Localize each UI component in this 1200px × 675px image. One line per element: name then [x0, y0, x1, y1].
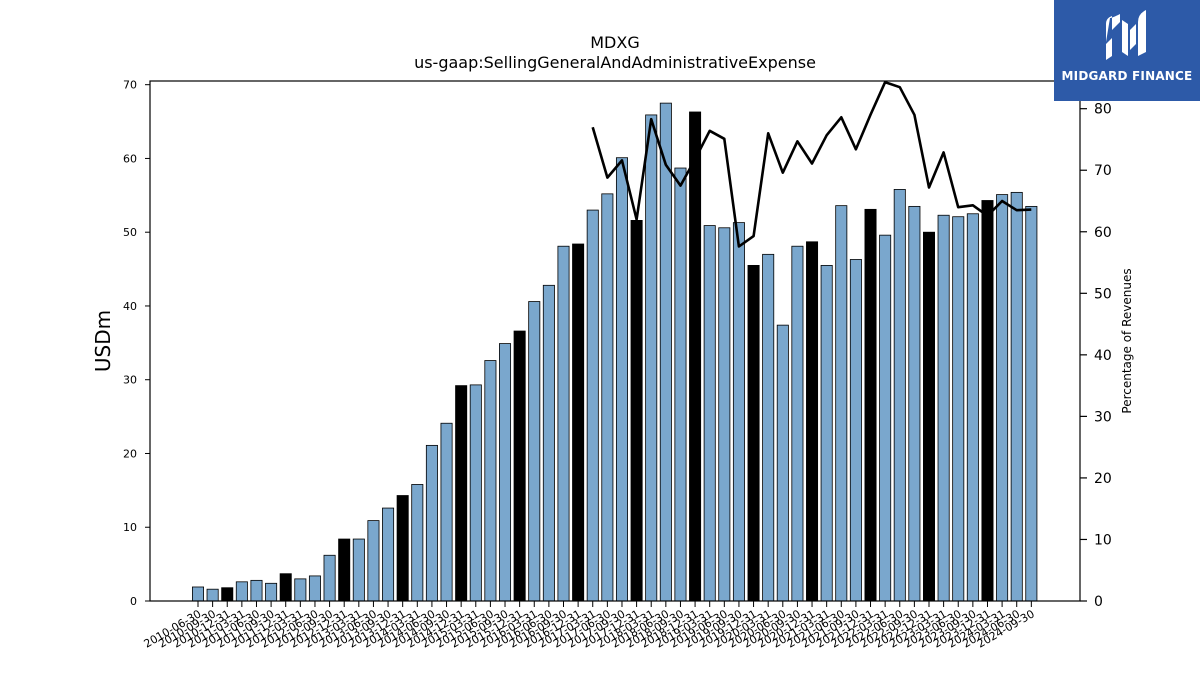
y-tick-label: 70 — [123, 79, 137, 92]
bar-2018-06-30 — [659, 102, 672, 602]
percentage-of-revenues-line — [591, 80, 1032, 248]
bar-2015-06-30 — [484, 360, 497, 602]
bar-2017-03-31 — [586, 209, 599, 602]
bar-2014-12-31 — [455, 385, 468, 602]
bar-2010-09-30 — [206, 588, 219, 602]
bar-2024-03-31 — [996, 194, 1009, 602]
bar-2024-06-30 — [1010, 191, 1023, 602]
y-tick-label: 30 — [123, 374, 137, 387]
y-tick-label: 50 — [123, 226, 137, 239]
bar-2017-06-30 — [601, 193, 614, 602]
y-axis-right: 0 10 20 30 40 50 60 70 80 — [1080, 102, 1112, 610]
y2-axis-label: Percentage of Revenues — [1120, 268, 1134, 413]
bar-2020-03-31 — [762, 253, 775, 602]
chart-title: MDXG — [590, 33, 639, 52]
brand-name: MIDGARD FINANCE — [1061, 69, 1193, 83]
bar-2014-06-30 — [425, 444, 438, 602]
y2-tick-label: 50 — [1094, 286, 1112, 302]
bar-2012-03-31 — [294, 578, 307, 602]
plot-frame — [149, 80, 1081, 602]
bar-2021-06-30 — [835, 205, 848, 602]
y-tick-label: 0 — [130, 595, 137, 608]
y2-tick-label: 60 — [1094, 225, 1112, 241]
bar-2022-06-30 — [893, 189, 906, 602]
bar-2021-09-30 — [849, 259, 862, 602]
bar-2015-09-30 — [499, 343, 512, 602]
bar-2016-12-31 — [572, 243, 585, 602]
bar-2022-09-30 — [908, 205, 921, 602]
bar-2013-06-30 — [367, 520, 380, 602]
bar-2021-12-31 — [864, 208, 877, 602]
bar-2013-09-30 — [382, 507, 395, 602]
bar-2013-12-31 — [396, 495, 409, 602]
bar-2022-12-31 — [923, 231, 936, 602]
bar-2016-06-30 — [542, 284, 555, 602]
bar-2014-03-31 — [411, 484, 424, 602]
bar-2016-03-31 — [528, 301, 541, 602]
y-tick-label: 40 — [123, 300, 137, 313]
bar-2011-12-31 — [279, 573, 292, 602]
y-tick-label: 60 — [123, 152, 137, 165]
bar-2021-03-31 — [820, 264, 833, 602]
bar-2010-12-31 — [221, 587, 234, 602]
bar-2017-09-30 — [615, 157, 628, 602]
y2-tick-label: 0 — [1094, 594, 1103, 610]
bar-2015-12-31 — [513, 330, 526, 602]
bar-2019-06-30 — [718, 227, 731, 602]
bar-2017-12-31 — [630, 220, 643, 602]
bar-2018-03-31 — [645, 114, 658, 602]
brand-logo: MIDGARD FINANCE — [1054, 0, 1200, 101]
bar-2023-09-30 — [966, 213, 979, 602]
y2-tick-label: 10 — [1094, 532, 1112, 548]
bar-2023-12-31 — [981, 200, 994, 602]
bar-2012-12-31 — [338, 538, 351, 602]
bar-2014-09-30 — [440, 422, 453, 602]
bar-2019-12-31 — [747, 264, 760, 602]
bar-2020-06-30 — [776, 324, 789, 602]
midgard-logo-icon — [1106, 10, 1146, 60]
bar-2018-12-31 — [689, 111, 702, 602]
bars-layer — [191, 102, 1038, 602]
x-axis: 2010-06-302010-09-302010-12-312011-03-31… — [142, 601, 1037, 651]
bar-2013-03-31 — [352, 538, 365, 602]
y2-tick-label: 30 — [1094, 409, 1112, 425]
y2-tick-label: 80 — [1094, 102, 1112, 118]
bar-2011-03-31 — [235, 581, 248, 602]
bar-2023-03-31 — [937, 214, 950, 602]
y-axis-left: 0 10 20 30 40 50 60 70 — [123, 79, 150, 608]
bar-2023-06-30 — [952, 216, 965, 602]
bar-2011-06-30 — [250, 579, 263, 602]
bar-2019-09-30 — [732, 222, 745, 602]
bar-2020-09-30 — [791, 245, 804, 602]
bar-2012-09-30 — [323, 554, 336, 602]
bar-2015-03-31 — [469, 384, 482, 602]
bar-2024-09-30 — [1025, 205, 1038, 602]
y-axis-label: USDm — [91, 310, 115, 372]
bar-2012-06-30 — [308, 575, 321, 602]
bar-2019-03-31 — [703, 225, 716, 602]
y-tick-label: 10 — [123, 521, 137, 534]
bar-2010-06-30 — [191, 586, 204, 602]
y2-tick-label: 40 — [1094, 348, 1112, 364]
bar-2016-09-30 — [557, 245, 570, 602]
y2-tick-label: 20 — [1094, 471, 1112, 487]
bar-2018-09-30 — [674, 167, 687, 602]
line-layer — [591, 80, 1032, 248]
bar-2011-09-30 — [265, 582, 278, 602]
chart-subtitle: us-gaap:SellingGeneralAndAdministrativeE… — [414, 53, 816, 72]
y2-tick-label: 70 — [1094, 163, 1112, 179]
bar-2022-03-31 — [879, 234, 892, 602]
bar-2020-12-31 — [806, 241, 819, 602]
y-tick-label: 20 — [123, 447, 137, 460]
